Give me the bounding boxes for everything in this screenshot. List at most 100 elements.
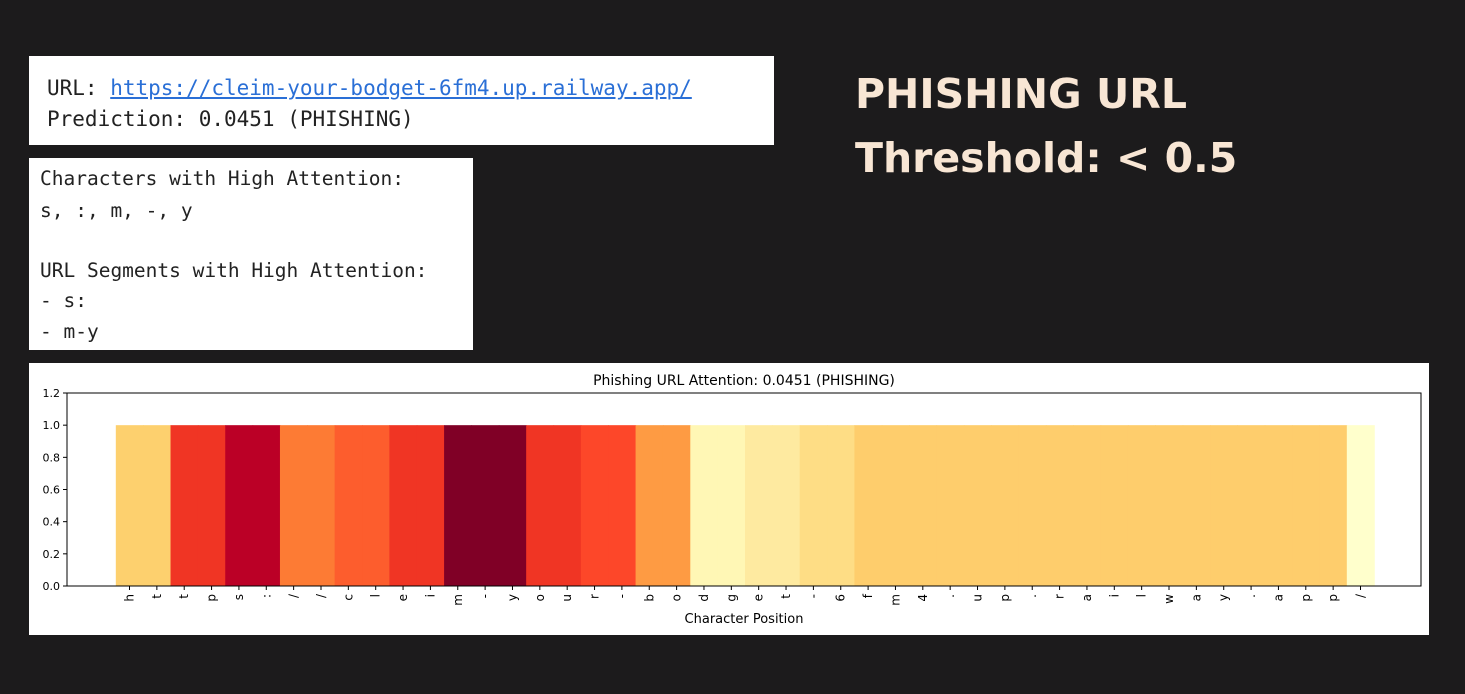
heatmap-cell xyxy=(471,425,500,586)
heatmap-cell xyxy=(279,425,308,586)
heatmap-cell xyxy=(526,425,555,586)
x-tick-label: / xyxy=(287,593,301,598)
heatmap-cell xyxy=(1045,425,1074,586)
x-tick-label: - xyxy=(806,594,820,598)
attention-output-panel: Characters with High Attention: s, :, m,… xyxy=(29,158,473,350)
y-tick-label: 1.2 xyxy=(43,387,61,400)
heatmap-cell xyxy=(827,425,856,586)
x-tick-label: h xyxy=(123,594,137,602)
heatmap-cell xyxy=(799,425,828,586)
url-output-panel: ----------------------------------------… xyxy=(29,56,774,145)
y-tick-label: 0.6 xyxy=(43,484,61,497)
heatmap-cell xyxy=(498,425,527,586)
heatmap-cell xyxy=(854,425,883,586)
y-tick-label: 0.8 xyxy=(43,451,61,464)
separator-line: ----------------------------------------… xyxy=(47,56,774,67)
x-tick-label: m xyxy=(451,594,465,606)
heatmap-cell xyxy=(334,425,363,586)
x-tick-label: o xyxy=(670,594,684,601)
x-tick-label: e xyxy=(752,594,766,601)
heatmap-cell xyxy=(662,425,691,586)
heatmap-cell xyxy=(416,425,445,586)
heatmap-cell xyxy=(745,425,773,586)
x-tick-label: - xyxy=(615,594,629,598)
y-tick-label: 0.0 xyxy=(43,580,61,593)
heatmap-cell xyxy=(772,425,801,586)
segment-item: - s: xyxy=(40,289,87,312)
url-line: URL: https://cleim-your-bodget-6fm4.up.r… xyxy=(47,76,692,100)
heatmap-cell xyxy=(143,425,172,586)
segments-heading: URL Segments with High Attention: xyxy=(40,259,428,282)
heatmap-cell xyxy=(1210,425,1238,586)
heatmap-cell xyxy=(1155,425,1184,586)
headline-title: PHISHING URL xyxy=(855,70,1187,118)
heatmap-cell xyxy=(252,425,281,586)
x-tick-label: y xyxy=(505,594,519,601)
x-tick-label: a xyxy=(1271,594,1285,601)
heatmap-cell xyxy=(389,425,418,586)
heatmap-cells xyxy=(115,425,1375,586)
heatmap-cell xyxy=(307,425,336,586)
heatmap-cell xyxy=(225,425,254,586)
heatmap-cell xyxy=(1018,425,1047,586)
heatmap-cell xyxy=(991,425,1020,586)
x-tick-label: . xyxy=(1244,594,1258,598)
x-tick-label: w xyxy=(1162,594,1176,604)
chart-panel: Phishing URL Attention: 0.0451 (PHISHING… xyxy=(29,363,1429,635)
heatmap-cell xyxy=(1100,425,1129,586)
heatmap-cell xyxy=(580,425,609,586)
heatmap-cell xyxy=(1346,425,1375,586)
x-tick-label: g xyxy=(724,594,738,602)
x-tick-label: l xyxy=(1135,594,1149,597)
x-tick-label: / xyxy=(1354,593,1368,598)
x-tick-label: a xyxy=(1189,594,1203,601)
x-tick-label: p xyxy=(205,594,219,602)
url-label: URL: xyxy=(47,76,111,100)
heatmap-cell xyxy=(963,425,992,586)
y-tick-label: 1.0 xyxy=(43,419,61,432)
x-tick-label: t xyxy=(150,594,164,599)
x-tick-label: 6 xyxy=(834,594,848,602)
url-link[interactable]: https://cleim-your-bodget-6fm4.up.railwa… xyxy=(110,76,692,100)
y-tick-label: 0.4 xyxy=(43,516,61,529)
heatmap-cell xyxy=(115,425,144,586)
prediction-line: Prediction: 0.0451 (PHISHING) xyxy=(47,107,414,131)
x-tick-label: o xyxy=(533,594,547,601)
x-tick-label: f xyxy=(861,593,875,598)
x-tick-label: c xyxy=(341,594,355,601)
heatmap-cell xyxy=(1264,425,1293,586)
x-tick-label: t xyxy=(177,594,191,599)
heatmap-cell xyxy=(197,425,226,586)
x-tick-label: r xyxy=(588,594,602,599)
x-tick-label: u xyxy=(971,594,985,602)
heatmap-cell xyxy=(1292,425,1321,586)
x-tick-label: b xyxy=(642,594,656,602)
attention-heatmap-chart: Phishing URL Attention: 0.0451 (PHISHING… xyxy=(43,373,1422,627)
x-tick-label: i xyxy=(423,594,437,597)
x-tick-label: 4 xyxy=(916,594,930,602)
heatmap-cell xyxy=(1237,425,1266,586)
x-tick-label: m xyxy=(888,594,902,606)
headline-threshold: Threshold: < 0.5 xyxy=(855,134,1238,182)
heatmap-cell xyxy=(362,425,390,586)
x-tick-label: e xyxy=(396,594,410,601)
x-tick-label: i xyxy=(1107,594,1121,597)
x-tick-label: d xyxy=(697,594,711,602)
x-tick-label: u xyxy=(560,594,574,602)
heatmap-cell xyxy=(444,425,473,586)
x-tick-label: / xyxy=(314,593,328,598)
x-tick-label: r xyxy=(1053,594,1067,599)
heatmap-cell xyxy=(1319,425,1348,586)
chart-title: Phishing URL Attention: 0.0451 (PHISHING… xyxy=(593,373,895,389)
heatmap-cell xyxy=(170,425,199,586)
x-axis-label: Character Position xyxy=(685,612,804,627)
x-tick-label: p xyxy=(998,594,1012,602)
heatmap-cell xyxy=(1127,425,1156,586)
heatmap-cell xyxy=(608,425,637,586)
x-tick-label: : xyxy=(259,594,273,598)
heatmap-cell xyxy=(909,425,938,586)
x-tick-label: l xyxy=(369,594,383,597)
x-tick-label: a xyxy=(1080,594,1094,601)
x-tick-label: . xyxy=(1025,594,1039,598)
plot-frame xyxy=(66,392,1422,587)
